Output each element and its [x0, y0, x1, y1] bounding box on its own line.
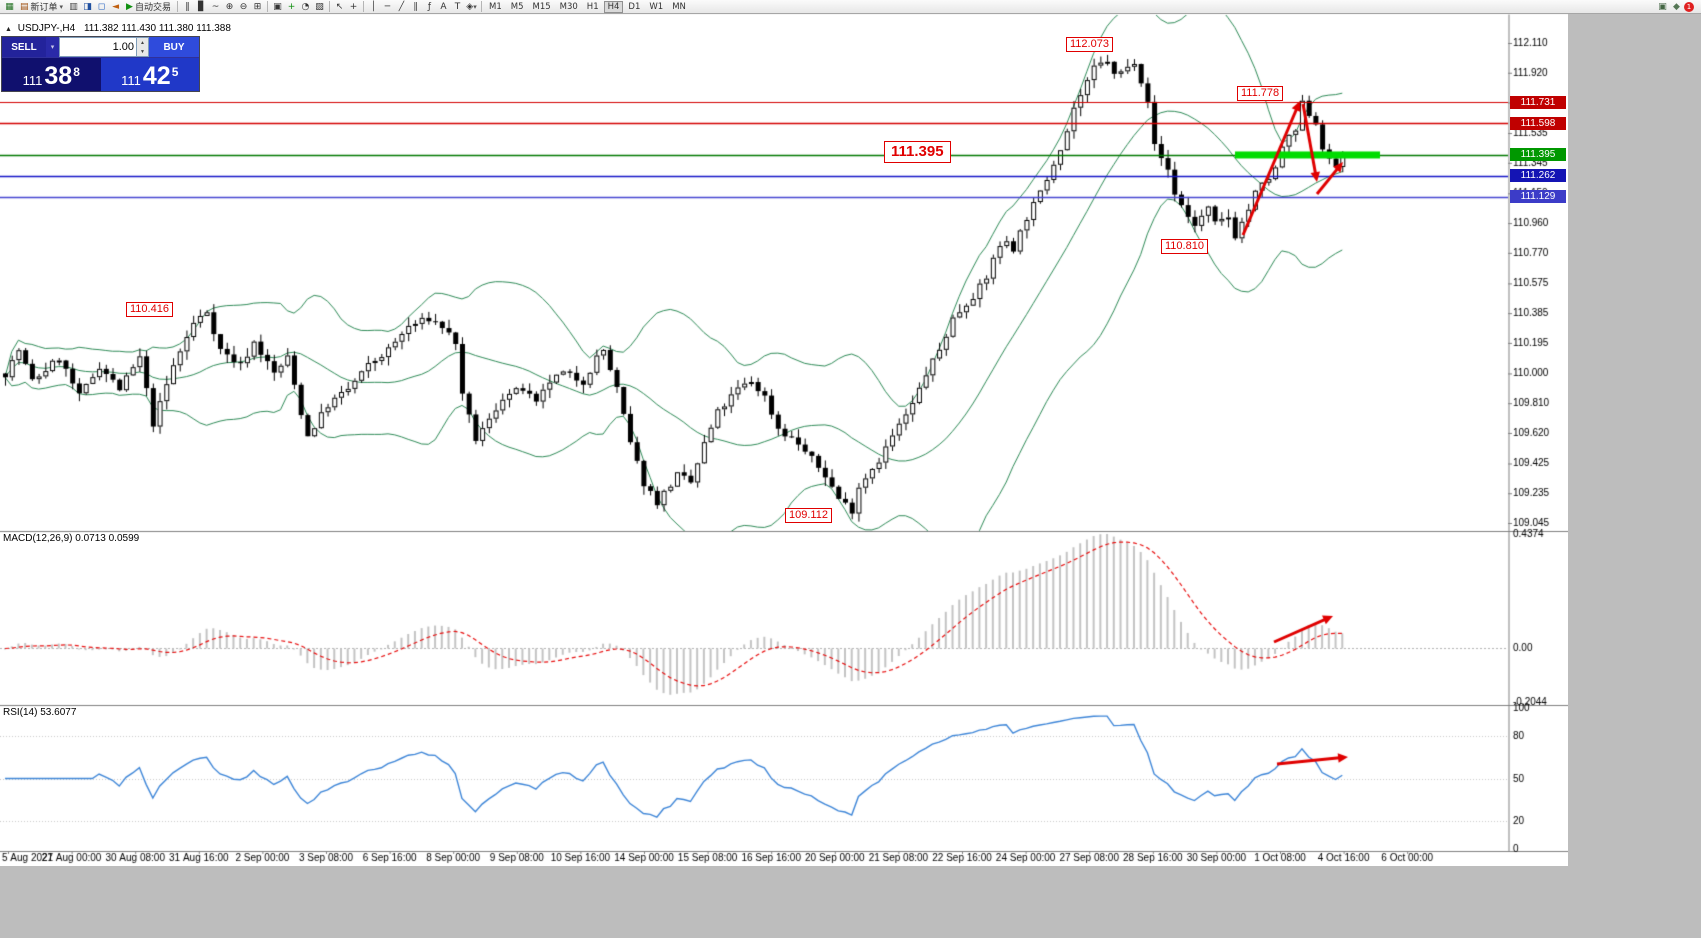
crosshair-icon[interactable]: +	[349, 1, 358, 12]
volume-value: 1.00	[112, 41, 134, 53]
chart-ohlc-header: ▲ USDJPY-,H4 111.382 111.430 111.380 111…	[5, 23, 231, 34]
autotrading-button[interactable]: ▶ 自动交易	[126, 1, 171, 14]
sell-price-main: 111	[22, 73, 43, 88]
timeframe-button-m5[interactable]: M5	[510, 1, 524, 12]
line-chart-icon[interactable]: ~	[211, 1, 220, 12]
horizontal-line-icon[interactable]: ─	[384, 1, 391, 12]
volume-stepper: ▲ ▼	[136, 38, 148, 56]
fibonacci-icon[interactable]: ƒ	[427, 1, 432, 12]
trade-panel-toggle-icon[interactable]: ▲	[5, 26, 12, 33]
notification-badge[interactable]: 1	[1684, 1, 1694, 12]
news-icon[interactable]: ◄	[112, 1, 119, 12]
price-tag-111262: 111.262	[1510, 169, 1566, 183]
vertical-line-icon[interactable]: │	[370, 1, 377, 12]
macd-indicator-label: MACD(12,26,9) 0.0713 0.0599	[3, 533, 140, 544]
toolbar-separator	[362, 1, 364, 12]
text-tool-icon[interactable]: A	[440, 1, 447, 12]
market-watch-icon[interactable]: ◨	[83, 1, 92, 12]
one-click-trading-panel: SELL ▾ 1.00 ▲ ▼ BUY 111 38 8 111 42 5	[1, 36, 200, 92]
price-callout-111395[interactable]: 111.395	[884, 141, 951, 163]
price-tag-111395: 111.395	[1510, 148, 1566, 162]
price-callout-110416[interactable]: 110.416	[126, 302, 173, 317]
price-callout-111778[interactable]: 111.778	[1237, 86, 1284, 101]
price-chart-canvas[interactable]	[0, 0, 1568, 866]
label-tool-icon[interactable]: T	[454, 1, 461, 12]
timeframe-button-m30[interactable]: M30	[559, 1, 578, 12]
periods-icon[interactable]: ◔	[301, 1, 310, 12]
timeframe-button-mn[interactable]: MN	[672, 1, 686, 12]
buy-price-point: 5	[171, 65, 179, 79]
main-toolbar: ▦ ▤ 新订单 ▾ ▥ ◨ ◻ ◄ ▶ 自动交易 ‖ ▊ ~ ⊕ ⊖ ⊞ ▣ + ◔ ▨ ↖ + │ ─ ╱ ∥ ƒ A T ◈ ▾ M1 M5…	[0, 0, 1701, 14]
volume-up-button[interactable]: ▲	[137, 38, 148, 47]
toolbar-separator	[176, 1, 178, 12]
sell-price-point: 8	[73, 65, 80, 79]
buy-price-display[interactable]: 111 42 5	[100, 58, 199, 91]
alert-icon[interactable]: ◆	[1673, 1, 1680, 12]
new-order-button[interactable]: ▤ 新订单 ▾	[20, 1, 64, 14]
profiles-icon[interactable]: ▥	[69, 1, 78, 12]
toolbar-separator	[266, 1, 268, 12]
timeframe-button-m15[interactable]: M15	[532, 1, 551, 12]
buy-button[interactable]: BUY	[149, 37, 199, 57]
volume-input[interactable]: 1.00 ▲ ▼	[59, 37, 149, 57]
zoom-in-icon[interactable]: ⊕	[225, 1, 234, 12]
toolbar-separator	[480, 1, 482, 12]
volume-down-button[interactable]: ▼	[137, 47, 148, 56]
shapes-icon[interactable]: ◈ ▾	[466, 1, 477, 12]
price-callout-109112[interactable]: 109.112	[785, 508, 832, 523]
price-callout-112073[interactable]: 112.073	[1066, 37, 1113, 52]
templates-icon[interactable]: ▨	[315, 1, 324, 12]
price-callout-110810[interactable]: 110.810	[1161, 239, 1208, 254]
symbol-period-label: USDJPY-,H4	[17, 23, 76, 34]
order-options-caret[interactable]: ▾	[46, 37, 59, 57]
grid-icon[interactable]: ⊞	[253, 1, 262, 12]
buy-price-main: 111	[121, 73, 141, 88]
trendline-icon[interactable]: ╱	[398, 1, 405, 12]
chat-icon[interactable]: ◻	[97, 1, 106, 12]
timeframe-button-h1[interactable]: H1	[586, 1, 599, 12]
candlestick-chart-icon[interactable]: ▊	[198, 1, 205, 12]
sell-price-display[interactable]: 111 38 8	[2, 58, 101, 91]
channel-icon[interactable]: ∥	[413, 1, 418, 12]
indicators-icon[interactable]: +	[287, 1, 296, 12]
timeframe-button-m1[interactable]: M1	[488, 1, 502, 12]
timeframe-button-w1[interactable]: W1	[649, 1, 664, 12]
timeframe-button-d1[interactable]: D1	[628, 1, 641, 12]
new-chart-icon[interactable]: ▦	[5, 1, 14, 12]
ohlc-values: 111.382 111.430 111.380 111.388	[83, 23, 231, 34]
price-tag-111731: 111.731	[1510, 95, 1566, 109]
zoom-out-icon[interactable]: ⊖	[239, 1, 248, 12]
price-tag-111598: 111.598	[1510, 116, 1566, 130]
sell-price-pips: 38	[44, 62, 73, 90]
buy-price-pips: 42	[142, 62, 171, 90]
toolbar-separator	[328, 1, 330, 12]
tile-windows-icon[interactable]: ▣	[273, 1, 282, 12]
sell-button[interactable]: SELL	[2, 37, 46, 57]
window-icon[interactable]: ▣	[1658, 1, 1667, 12]
price-tag-111129: 111.129	[1510, 190, 1566, 204]
bar-chart-icon[interactable]: ‖	[185, 1, 190, 12]
cursor-icon[interactable]: ↖	[335, 1, 344, 12]
timeframe-button-h4[interactable]: H4	[603, 0, 624, 13]
rsi-indicator-label: RSI(14) 53.6077	[3, 707, 77, 718]
